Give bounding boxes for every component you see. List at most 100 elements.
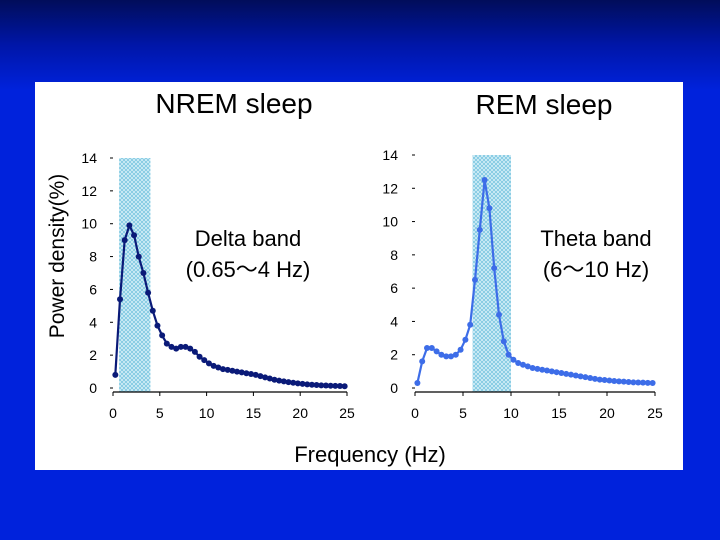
rem-data-point (649, 380, 656, 387)
nrem-data-point (308, 381, 315, 388)
nrem-data-point (276, 377, 283, 384)
delta-band-label: Delta band (195, 226, 301, 251)
nrem-x-tick-label: 10 (199, 405, 215, 421)
rem-data-point (505, 351, 512, 358)
nrem-y-tick-label: 12 (81, 183, 97, 199)
nrem-data-point (271, 376, 278, 383)
nrem-data-point (210, 362, 217, 369)
rem-data-point (433, 348, 440, 355)
nrem-data-point (280, 378, 287, 385)
nrem-x-tick-label: 25 (339, 405, 355, 421)
nrem-data-point (243, 370, 250, 377)
nrem-data-point (234, 368, 241, 375)
rem-data-point (491, 265, 498, 272)
rem-y-tick-label: 12 (382, 180, 398, 196)
nrem-y-tick-label: 6 (89, 281, 97, 297)
nrem-data-point (131, 232, 138, 239)
rem-y-tick-label: 14 (382, 147, 398, 163)
nrem-data-point (257, 373, 264, 380)
nrem-y-tick-label: 2 (89, 347, 97, 363)
nrem-data-point (299, 380, 306, 387)
rem-x-tick-label: 0 (411, 405, 419, 421)
rem-chart-title: REM sleep (476, 89, 613, 120)
rem-data-point (414, 380, 421, 387)
rem-data-point (539, 366, 546, 373)
rem-data-point (419, 358, 426, 365)
nrem-data-point (341, 383, 348, 390)
rem-data-point (577, 373, 584, 380)
nrem-data-point (229, 367, 236, 374)
nrem-data-point (304, 381, 311, 388)
rem-data-point (592, 375, 598, 382)
rem-data-point (534, 365, 541, 372)
nrem-data-point (191, 348, 198, 355)
rem-data-point (544, 367, 550, 374)
nrem-data-point (224, 366, 231, 373)
rem-data-point (467, 321, 474, 328)
rem-data-point (476, 226, 483, 233)
nrem-data-point (196, 353, 203, 360)
nrem-y-tick-label: 0 (89, 380, 97, 396)
rem-data-point (587, 375, 594, 382)
nrem-data-point (117, 296, 124, 303)
rem-x-tick-label: 20 (599, 405, 615, 421)
nrem-data-point (252, 371, 259, 378)
theta-band-range-label: (6～10 Hz) (543, 257, 649, 282)
rem-data-point (611, 378, 618, 385)
nrem-data-point (182, 343, 189, 350)
rem-data-point (582, 374, 589, 381)
rem-data-point (601, 377, 608, 384)
nrem-x-tick-label: 0 (109, 405, 117, 421)
rem-data-point (438, 351, 445, 358)
rem-y-tick-label: 6 (390, 280, 398, 296)
nrem-data-point (290, 379, 297, 386)
nrem-data-point (285, 379, 292, 386)
rem-data-point (596, 376, 603, 383)
nrem-data-point (145, 289, 152, 296)
rem-x-tick-label: 15 (551, 405, 567, 421)
nrem-data-point (154, 322, 161, 329)
rem-y-tick-label: 4 (390, 313, 398, 329)
nrem-data-point (177, 343, 184, 350)
rem-data-point (452, 351, 459, 358)
rem-data-point (529, 365, 536, 372)
nrem-data-point (168, 343, 175, 350)
nrem-data-point (201, 357, 208, 364)
rem-data-point (448, 353, 454, 360)
rem-y-tick-label: 0 (390, 380, 398, 396)
nrem-data-point (318, 382, 325, 389)
rem-band-shading (472, 155, 511, 392)
rem-data-point (606, 377, 613, 384)
nrem-y-tick-label: 14 (81, 150, 97, 166)
rem-data-point (635, 379, 642, 386)
nrem-data-point (219, 366, 226, 373)
nrem-data-point (121, 237, 128, 244)
nrem-data-point (238, 369, 245, 376)
nrem-data-point (336, 383, 343, 390)
rem-y-tick-label: 8 (390, 247, 398, 263)
rem-data-point (457, 346, 464, 353)
nrem-data-point (135, 253, 142, 260)
nrem-band-shading (119, 158, 151, 392)
rem-data-point (620, 378, 627, 385)
rem-x-tick-label: 10 (503, 405, 519, 421)
nrem-data-point (173, 345, 180, 352)
rem-data-point (443, 353, 450, 360)
nrem-chart-title: NREM sleep (155, 88, 312, 119)
rem-y-tick-label: 2 (390, 347, 398, 363)
nrem-data-point (149, 307, 156, 314)
rem-data-point (520, 361, 526, 368)
nrem-data-point (332, 382, 339, 389)
theta-band-label: Theta band (540, 226, 651, 251)
nrem-data-point (215, 364, 222, 371)
rem-data-point (486, 205, 493, 212)
rem-data-point (572, 372, 579, 379)
x-axis-label: Frequency (Hz) (294, 442, 446, 467)
rem-data-point (500, 338, 507, 345)
nrem-y-tick-label: 8 (89, 249, 97, 265)
rem-y-tick-label: 10 (382, 214, 398, 230)
nrem-data-point (313, 382, 320, 389)
rem-data-point (524, 363, 531, 370)
nrem-data-point (126, 222, 133, 229)
